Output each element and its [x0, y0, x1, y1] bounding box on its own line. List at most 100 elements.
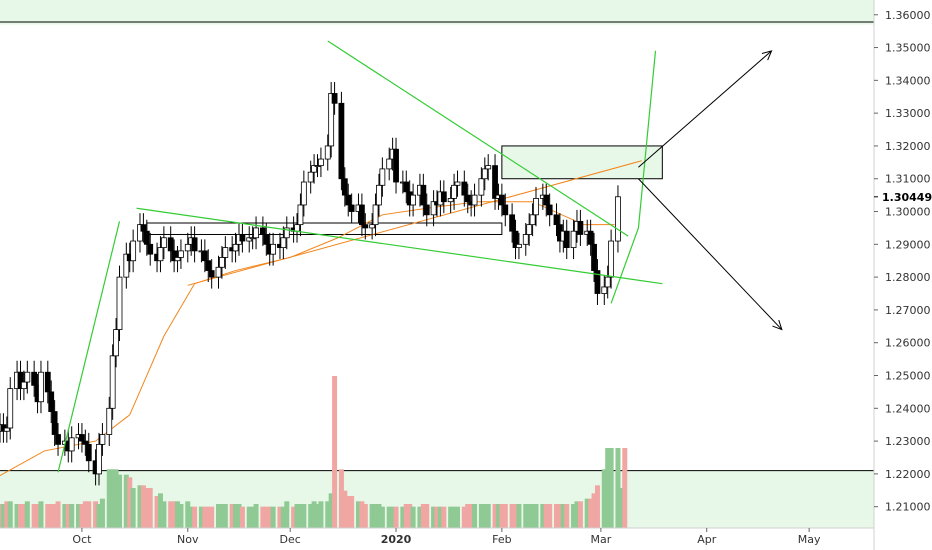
green-trendline — [327, 40, 629, 237]
volume-bar — [530, 504, 536, 528]
candle-body — [215, 266, 222, 278]
y-tick-label: 1.22000 — [885, 468, 931, 481]
volume-bar — [35, 504, 41, 528]
x-tick-label: Oct — [72, 533, 92, 546]
candle-body — [358, 204, 365, 226]
candle-body — [522, 234, 529, 245]
volume-bar — [338, 469, 344, 528]
volume-bar — [157, 493, 163, 528]
volume-bar — [219, 504, 225, 528]
volume-bar — [325, 501, 331, 528]
green-trendline — [57, 221, 121, 473]
volume-bar — [222, 504, 228, 528]
volume-bar — [17, 504, 23, 528]
volume-bar — [99, 498, 105, 528]
volume-bar — [250, 506, 256, 528]
volume-bar — [482, 504, 488, 528]
volume-bar — [403, 504, 409, 528]
candle-body — [563, 230, 570, 249]
volume-bar — [140, 485, 146, 528]
candle-body — [420, 184, 427, 206]
volume-bar — [144, 488, 150, 528]
candle-body — [113, 329, 119, 357]
volume-bar — [216, 504, 221, 528]
candle-body — [447, 198, 454, 203]
volume-bar — [417, 506, 423, 528]
volume-bar — [24, 501, 30, 528]
candle-body — [553, 214, 560, 226]
candle-body — [68, 437, 75, 452]
volume-bar — [540, 504, 546, 528]
x-tick-label: May — [798, 533, 821, 546]
volume-bar — [601, 469, 607, 528]
y-tick-label: 1.23000 — [885, 435, 931, 448]
candle-body — [328, 93, 335, 147]
volume-bar — [311, 501, 317, 528]
candle-body — [533, 198, 539, 216]
volume-bar — [116, 474, 122, 528]
volume-bar — [485, 504, 491, 528]
volume-bar — [127, 477, 133, 528]
candle-body — [577, 220, 584, 235]
candle-body — [604, 276, 611, 288]
candle-body — [430, 201, 437, 216]
volume-bar — [564, 504, 570, 528]
y-tick-label: 1.33000 — [885, 107, 931, 120]
candle-body — [615, 196, 621, 242]
x-tick-label: 2020 — [381, 533, 412, 546]
volume-bar — [171, 501, 177, 528]
volume-bar — [509, 504, 515, 528]
volume-bar — [547, 504, 553, 528]
volume-bar — [349, 496, 355, 528]
x-tick-label: Apr — [697, 533, 717, 546]
volume-bar — [110, 469, 116, 528]
volume-bar — [106, 469, 112, 528]
candle-body — [85, 443, 92, 462]
volume-bar — [147, 488, 153, 528]
y-tick-label: 1.21000 — [885, 501, 931, 514]
candle-body — [440, 191, 447, 203]
volume-bar — [69, 504, 75, 528]
volume-bar — [267, 506, 273, 528]
volume-bar — [492, 504, 498, 528]
volume-bar — [328, 493, 334, 528]
candle-body — [160, 237, 167, 249]
range-box — [146, 222, 503, 235]
volume-bar — [93, 501, 99, 528]
volume-bar — [618, 488, 624, 528]
volume-bar — [608, 448, 614, 528]
volume-bar — [543, 504, 549, 528]
volume-bar — [308, 504, 314, 528]
y-tick-label: 1.24000 — [885, 402, 931, 415]
candle-body — [253, 227, 259, 239]
candle-body — [451, 184, 457, 199]
volume-bar — [65, 504, 71, 528]
volume-bar — [178, 504, 184, 528]
volume-bar — [513, 504, 519, 528]
volume-bar — [434, 506, 440, 528]
orange-trendline — [187, 160, 642, 286]
volume-bar — [574, 501, 580, 528]
volume-bar — [386, 506, 392, 528]
candle-body — [331, 93, 338, 104]
volume-bar — [79, 504, 85, 528]
volume-bar — [31, 504, 37, 528]
candle-body — [345, 194, 352, 206]
y-tick-label: 1.30000 — [885, 206, 931, 219]
candle-body — [502, 204, 509, 216]
volume-bar — [198, 506, 204, 528]
candle-body — [601, 286, 608, 294]
volume-bar — [52, 504, 58, 528]
volume-bar — [605, 448, 611, 528]
x-tick-label: Feb — [492, 533, 511, 546]
candle-body — [140, 224, 147, 232]
y-tick-label: 1.27000 — [885, 304, 931, 317]
volume-bar — [270, 506, 276, 528]
volume-bar — [584, 498, 590, 528]
volume-bar — [239, 506, 245, 528]
projection-arrow-head — [761, 50, 773, 61]
volume-bar — [161, 501, 167, 528]
volume-bar — [297, 504, 303, 528]
candle-body — [239, 234, 246, 242]
volume-bar — [233, 504, 239, 528]
